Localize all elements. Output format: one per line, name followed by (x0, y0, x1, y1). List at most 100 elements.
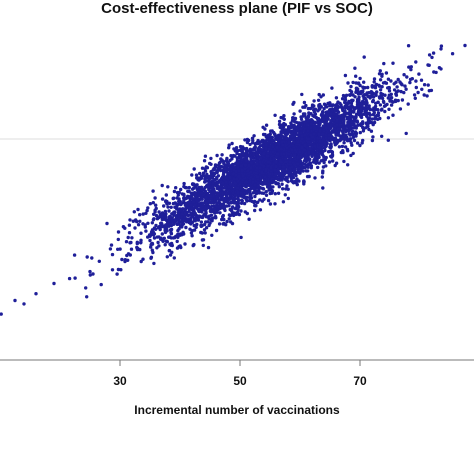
data-point (306, 140, 311, 144)
data-point (284, 178, 289, 182)
data-point (334, 96, 339, 100)
data-point (371, 135, 375, 139)
data-point (280, 134, 284, 138)
data-point (153, 196, 157, 200)
data-point (176, 232, 180, 236)
data-point (233, 149, 237, 153)
data-point (232, 213, 236, 218)
data-point (172, 236, 177, 240)
data-point (177, 197, 181, 201)
data-point (288, 156, 293, 161)
data-point (192, 242, 196, 247)
data-point (227, 143, 231, 147)
data-point (244, 158, 248, 163)
data-point (160, 232, 164, 236)
data-point (149, 245, 153, 249)
data-point (354, 86, 359, 91)
data-point (128, 253, 132, 257)
data-point (371, 122, 375, 127)
data-point (221, 213, 225, 218)
data-point (255, 166, 260, 170)
data-point (191, 200, 196, 204)
data-point (126, 235, 130, 240)
data-point (279, 147, 284, 151)
data-point (293, 148, 297, 152)
data-point (332, 129, 336, 133)
data-point (365, 114, 369, 119)
data-point (254, 171, 259, 175)
data-point (346, 122, 350, 126)
data-point (177, 190, 181, 195)
data-point (217, 204, 221, 209)
data-point (324, 155, 328, 160)
data-point (309, 133, 313, 137)
data-point (333, 140, 337, 144)
data-point (204, 195, 208, 200)
data-point (247, 183, 251, 187)
data-point (242, 201, 247, 206)
data-point (213, 215, 217, 220)
data-point (234, 146, 239, 150)
data-point (99, 282, 103, 287)
data-point (299, 127, 304, 131)
data-point (169, 232, 174, 236)
data-point (252, 190, 257, 194)
data-point (340, 144, 345, 149)
data-point (348, 93, 352, 97)
data-point (175, 246, 180, 250)
data-point (128, 218, 132, 222)
data-point (230, 221, 235, 226)
data-point (97, 259, 102, 263)
data-point (271, 162, 275, 166)
data-point (304, 103, 308, 108)
data-point (283, 123, 288, 127)
data-point (414, 79, 418, 83)
data-point (306, 137, 311, 141)
data-point (223, 200, 227, 204)
data-point (246, 169, 250, 173)
x-tick-label: 70 (353, 374, 367, 388)
data-point (207, 181, 212, 186)
data-point (376, 113, 381, 118)
data-point (367, 111, 371, 116)
data-point (251, 180, 255, 185)
data-point (303, 143, 307, 148)
data-point (367, 127, 371, 132)
data-point (346, 149, 350, 153)
data-point (380, 72, 384, 77)
data-point (372, 84, 376, 89)
data-point (231, 183, 236, 188)
data-point (202, 228, 207, 232)
data-point (225, 219, 229, 224)
data-point (427, 53, 432, 57)
data-point (259, 163, 263, 167)
data-point (300, 134, 304, 138)
data-point (378, 116, 382, 121)
data-point (376, 100, 380, 105)
data-point (136, 207, 140, 212)
data-point (267, 175, 271, 179)
data-point (320, 175, 324, 179)
data-point (235, 186, 240, 190)
data-point (233, 162, 237, 166)
data-point (303, 155, 307, 159)
data-point (302, 180, 306, 184)
data-point (189, 231, 194, 235)
data-point (386, 77, 391, 81)
data-point (197, 214, 201, 218)
data-point (404, 87, 408, 91)
data-point (281, 200, 286, 204)
data-point (376, 111, 381, 115)
data-point (175, 222, 179, 226)
data-point (378, 103, 383, 107)
data-point (174, 186, 178, 190)
data-point (346, 129, 350, 133)
data-point (150, 221, 154, 225)
data-point (409, 67, 413, 72)
data-point (327, 136, 331, 140)
data-point (391, 100, 395, 104)
data-point (230, 141, 234, 146)
data-point (299, 131, 303, 135)
data-point (191, 182, 195, 187)
data-point (282, 117, 286, 122)
